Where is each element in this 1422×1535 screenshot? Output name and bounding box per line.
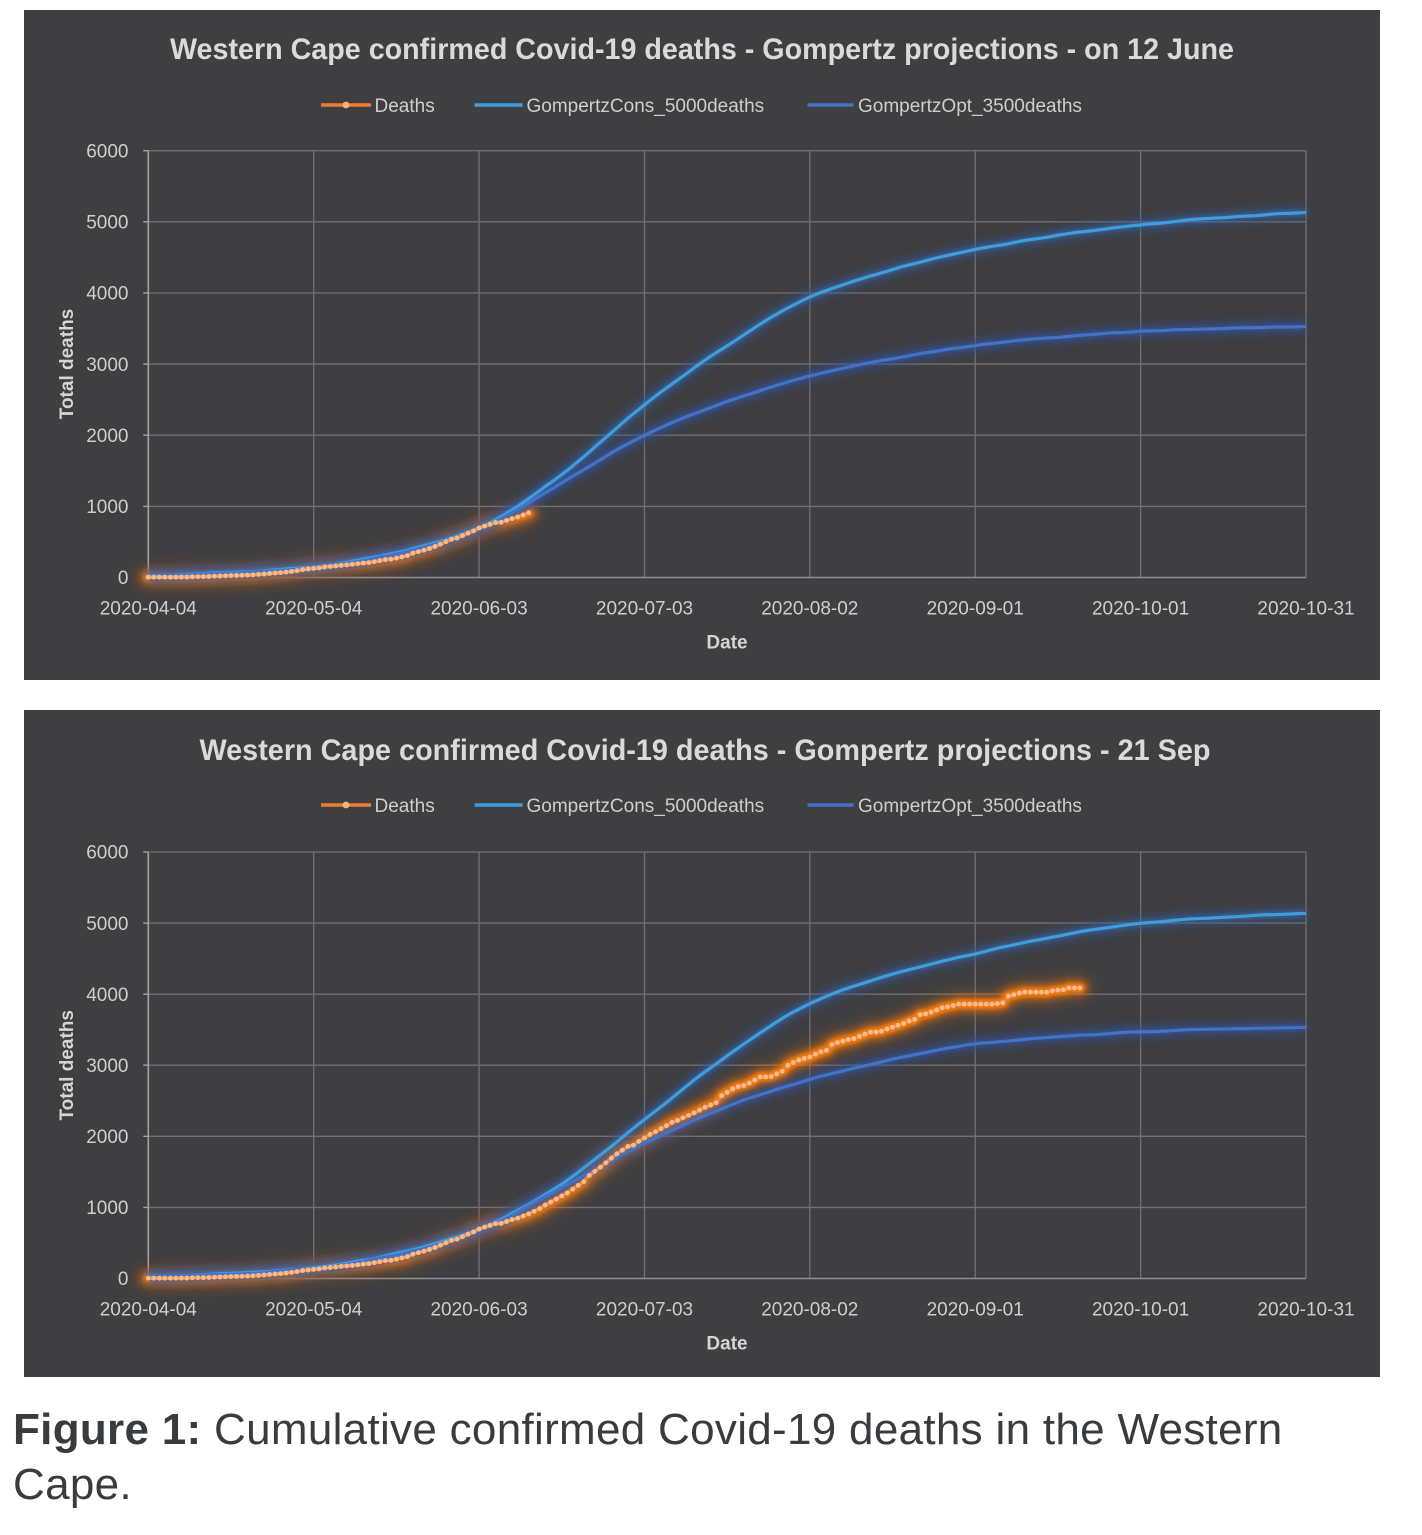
svg-text:Deaths: Deaths <box>375 796 435 817</box>
svg-text:2020-05-04: 2020-05-04 <box>265 1300 363 1321</box>
svg-text:3000: 3000 <box>86 1056 128 1077</box>
svg-text:4000: 4000 <box>86 284 128 305</box>
svg-text:2020-04-04: 2020-04-04 <box>100 599 198 620</box>
svg-text:2000: 2000 <box>86 426 128 447</box>
svg-text:2020-08-02: 2020-08-02 <box>761 599 858 620</box>
svg-text:0: 0 <box>118 1269 129 1290</box>
svg-text:5000: 5000 <box>86 914 128 935</box>
svg-text:GompertzCons_5000deaths: GompertzCons_5000deaths <box>527 96 765 117</box>
svg-text:GompertzOpt_3500deaths: GompertzOpt_3500deaths <box>858 796 1082 817</box>
svg-text:Date: Date <box>706 1334 747 1355</box>
svg-text:Date: Date <box>706 633 747 654</box>
svg-text:2020-10-31: 2020-10-31 <box>1257 599 1354 620</box>
svg-text:2020-10-31: 2020-10-31 <box>1257 1300 1354 1321</box>
svg-text:Deaths: Deaths <box>375 96 435 117</box>
svg-text:6000: 6000 <box>86 843 128 864</box>
svg-text:6000: 6000 <box>86 141 128 162</box>
svg-text:2020-06-03: 2020-06-03 <box>430 1300 527 1321</box>
svg-text:3000: 3000 <box>86 355 128 376</box>
svg-text:GompertzOpt_3500deaths: GompertzOpt_3500deaths <box>858 96 1082 117</box>
svg-text:Western Cape confirmed Covid-1: Western Cape confirmed Covid-19 deaths -… <box>170 33 1234 66</box>
svg-text:2020-08-02: 2020-08-02 <box>761 1300 858 1321</box>
svg-text:2020-06-03: 2020-06-03 <box>430 599 527 620</box>
svg-text:2020-07-03: 2020-07-03 <box>596 1300 693 1321</box>
svg-text:2020-09-01: 2020-09-01 <box>927 1300 1024 1321</box>
svg-text:0: 0 <box>118 568 129 589</box>
svg-text:GompertzCons_5000deaths: GompertzCons_5000deaths <box>527 796 765 817</box>
svg-text:1000: 1000 <box>86 497 128 518</box>
svg-text:2020-07-03: 2020-07-03 <box>596 599 693 620</box>
svg-text:4000: 4000 <box>86 985 128 1006</box>
svg-text:Western Cape confirmed Covid-1: Western Cape confirmed Covid-19 deaths -… <box>200 734 1211 767</box>
svg-text:Total deaths: Total deaths <box>57 1010 78 1121</box>
svg-text:2020-10-01: 2020-10-01 <box>1092 1300 1189 1321</box>
svg-text:Total deaths: Total deaths <box>57 309 78 420</box>
svg-text:5000: 5000 <box>86 213 128 234</box>
svg-text:2020-10-01: 2020-10-01 <box>1092 599 1189 620</box>
svg-text:2020-09-01: 2020-09-01 <box>927 599 1024 620</box>
svg-text:1000: 1000 <box>86 1198 128 1219</box>
svg-text:2020-04-04: 2020-04-04 <box>100 1300 198 1321</box>
svg-text:2020-05-04: 2020-05-04 <box>265 599 363 620</box>
svg-text:2000: 2000 <box>86 1127 128 1148</box>
